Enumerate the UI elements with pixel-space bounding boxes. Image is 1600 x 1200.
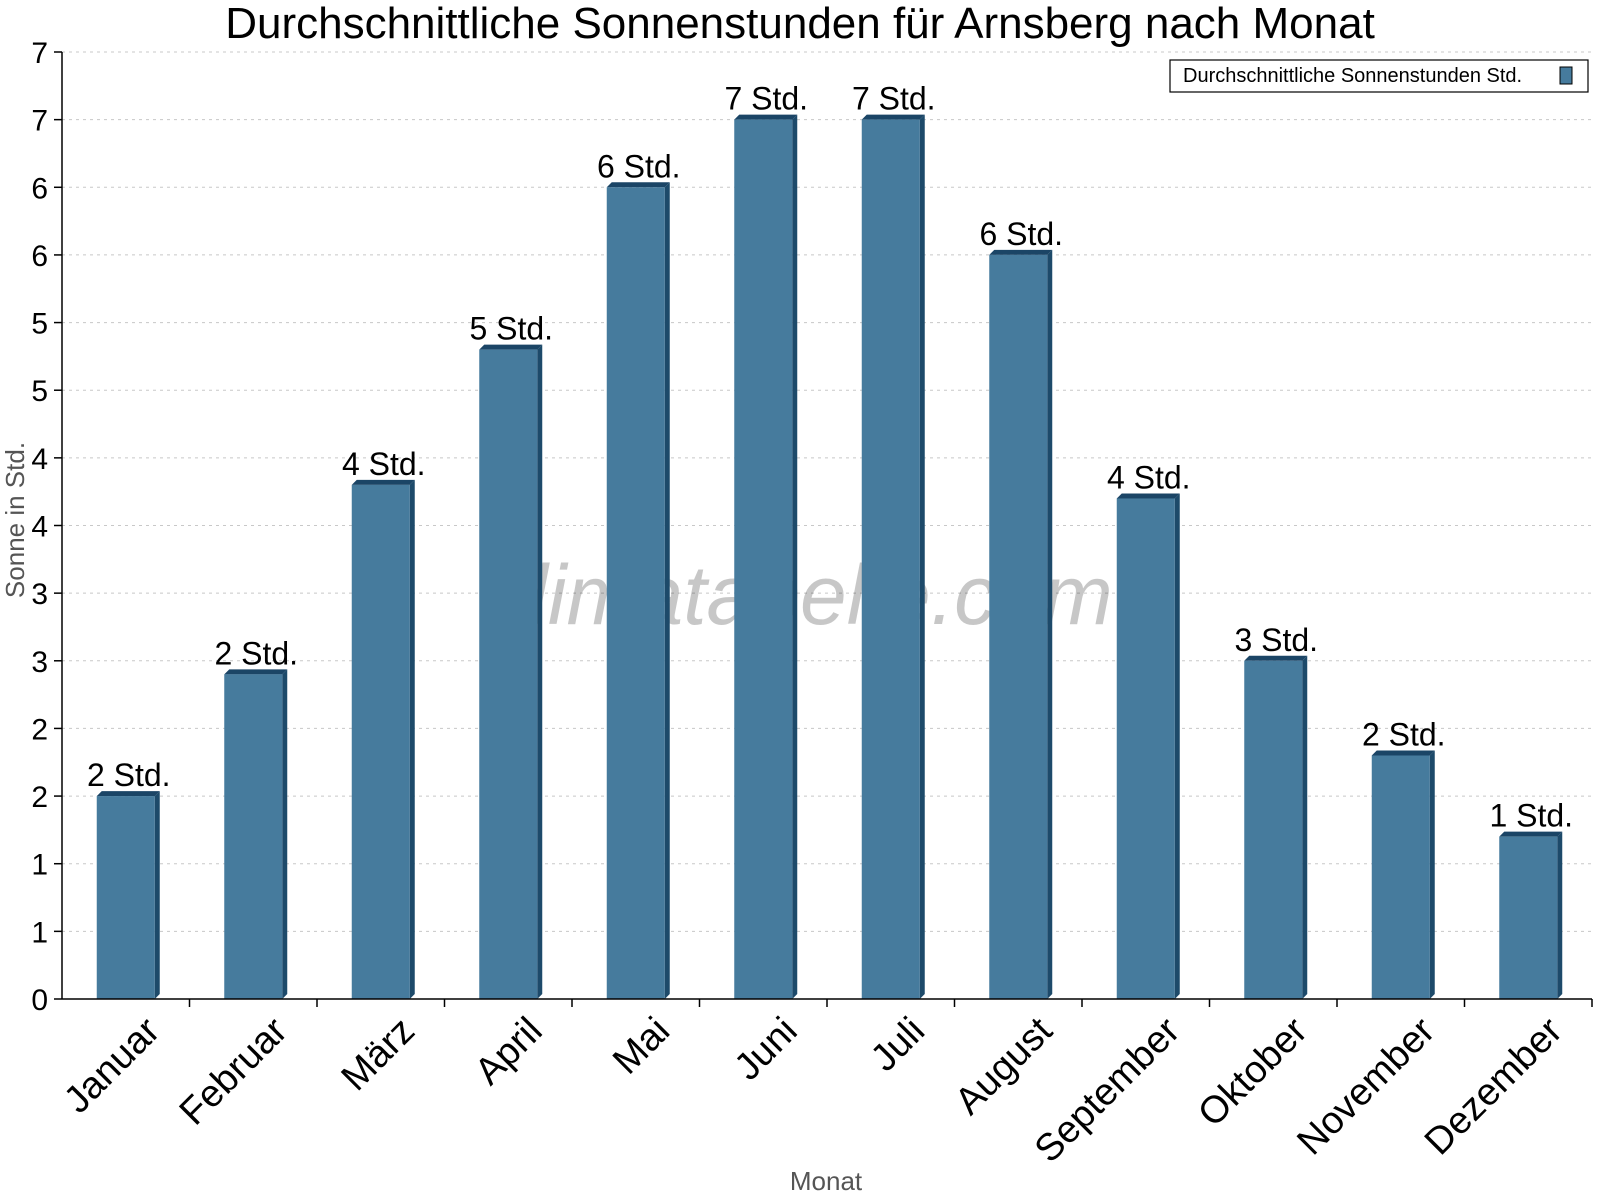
y-tick-label: 4 <box>31 511 48 544</box>
bar <box>224 674 283 999</box>
bar-value-label: 3 Std. <box>1234 622 1318 658</box>
bar <box>989 254 1048 999</box>
y-axis-label: Sonne in Std. <box>0 442 30 598</box>
bar-side <box>537 344 543 1000</box>
bar-side <box>154 791 160 999</box>
y-tick-labels: 0 1 1 2 2 3 3 4 4 5 5 6 6 7 7 <box>31 37 62 1017</box>
legend-swatch <box>1559 66 1573 85</box>
x-tick-label: Februar <box>172 1009 296 1133</box>
bar <box>606 187 665 1000</box>
y-tick-label: 5 <box>31 375 48 408</box>
bar-side <box>1429 750 1435 999</box>
bar-value-label: 2 Std. <box>214 635 298 671</box>
bar <box>479 349 538 1000</box>
bar-value-label: 2 Std. <box>1362 716 1446 752</box>
y-tick-label: 7 <box>31 105 48 138</box>
bar-value-label: 7 Std. <box>724 81 808 117</box>
bar-value-label: 6 Std. <box>979 216 1063 252</box>
x-tick-label: November <box>1289 1009 1443 1163</box>
legend: Durchschnittliche Sonnenstunden Std. <box>1169 59 1589 93</box>
bar <box>861 119 920 999</box>
x-tick-label: April <box>467 1010 550 1093</box>
x-tick-label: August <box>947 1009 1061 1123</box>
bar-top <box>1116 493 1180 499</box>
bar-value-label: 4 Std. <box>342 446 426 482</box>
x-tick-label: Mai <box>605 1010 678 1083</box>
bar-side <box>1302 655 1308 999</box>
bar-side <box>1557 831 1563 999</box>
legend-box <box>1169 59 1589 93</box>
bar-side <box>664 182 670 1000</box>
bar-side <box>792 114 798 999</box>
y-tick-label: 1 <box>31 916 48 949</box>
bar-side <box>282 669 288 999</box>
bar-top <box>224 669 288 675</box>
bar-top <box>479 344 543 350</box>
y-tick-label: 3 <box>31 646 48 679</box>
chart-title: Durchschnittliche Sonnenstunden für Arns… <box>225 0 1375 48</box>
bar-value-label: 5 Std. <box>469 311 553 347</box>
gridlines <box>62 51 1592 932</box>
bar-top <box>861 114 925 120</box>
y-tick-label: 2 <box>31 781 48 814</box>
x-tick-labels: Januar Februar März April Mai Juni Juli AugustS… <box>56 999 1593 1171</box>
bar <box>96 796 155 999</box>
bar-side <box>1047 249 1053 999</box>
bar-side <box>1174 493 1180 999</box>
bar <box>1244 660 1303 999</box>
bar-top <box>1371 750 1435 756</box>
y-tick-label: 6 <box>31 172 48 205</box>
bar-side <box>919 114 925 999</box>
y-tick-label: 1 <box>31 849 48 882</box>
bar-top <box>606 182 670 188</box>
bar-top <box>1499 831 1563 837</box>
bar <box>734 119 793 999</box>
bar-top <box>1244 655 1308 661</box>
y-tick-label: 5 <box>31 308 48 341</box>
bar <box>1116 498 1175 999</box>
bars: 2 Std. 2 Std. 4 Std. 5 Std. 6 Std. 7 Std. 7 St… <box>87 81 1573 1000</box>
y-tick-label: 4 <box>31 443 48 476</box>
bar-top <box>989 249 1053 255</box>
bar <box>1499 836 1558 999</box>
x-axis-label: Monat <box>790 1166 863 1196</box>
y-tick-label: 0 <box>31 984 48 1017</box>
bar-top <box>96 791 160 797</box>
y-tick-label: 3 <box>31 578 48 611</box>
bar <box>1371 755 1430 999</box>
bar <box>351 484 410 999</box>
y-tick-label: 2 <box>31 713 48 746</box>
bar-value-label: 7 Std. <box>852 81 936 117</box>
x-tick-label: März <box>334 1010 423 1099</box>
x-tick-label: Juni <box>727 1010 806 1089</box>
bar-top <box>734 114 798 120</box>
x-tick-label: Juli <box>863 1010 933 1080</box>
bar-side <box>409 479 415 999</box>
bar-value-label: 2 Std. <box>87 757 171 793</box>
bar-top <box>351 479 415 485</box>
y-tick-label: 6 <box>31 240 48 273</box>
x-tick-label: Oktober <box>1190 1009 1316 1135</box>
bar-value-label: 4 Std. <box>1107 459 1191 495</box>
y-tick-label: 7 <box>31 37 48 70</box>
legend-label: Durchschnittliche Sonnenstunden Std. <box>1183 65 1522 87</box>
x-tick-label: Dezember <box>1417 1009 1571 1163</box>
bar-value-label: 6 Std. <box>597 148 681 184</box>
bar-value-label: 1 Std. <box>1489 798 1573 834</box>
x-tick-label: Januar <box>56 1009 168 1121</box>
